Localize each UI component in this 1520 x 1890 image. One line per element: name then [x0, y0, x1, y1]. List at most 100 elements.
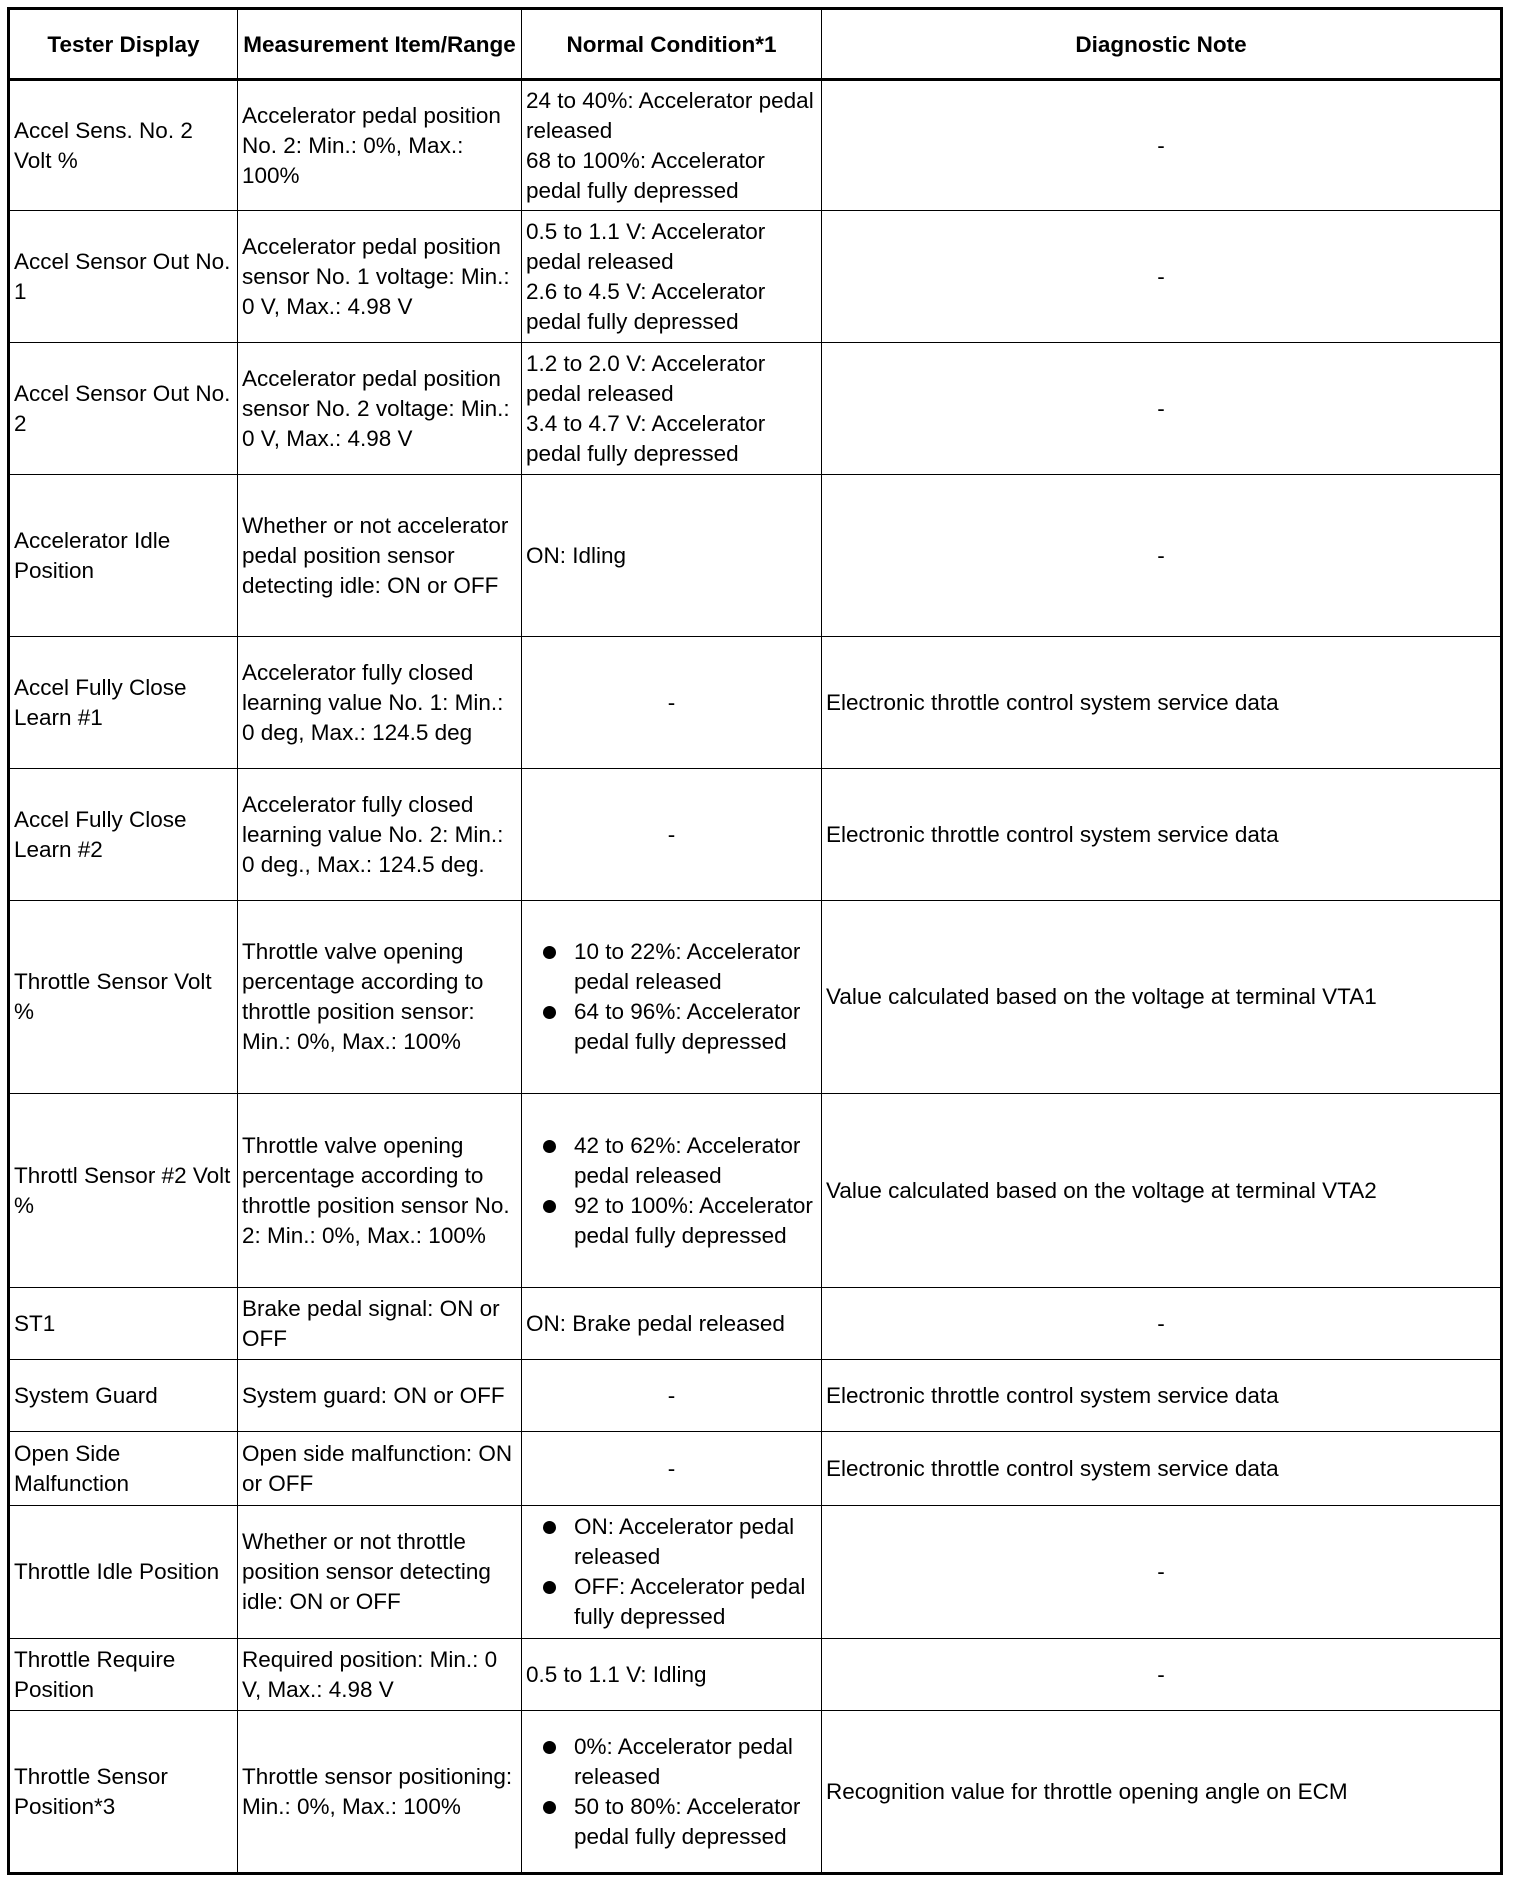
normal-condition-cell: 0.5 to 1.1 V: Accelerator pedal released… — [521, 210, 822, 343]
table-row: Throttle Require Position Required positi… — [8, 1638, 1502, 1711]
condition-line: - — [667, 1455, 676, 1481]
diagnostic-note-cell: Electronic throttle control system servi… — [821, 636, 1502, 769]
condition-line: 24 to 40%: Accelerator pedal released — [526, 87, 814, 143]
condition-list: 10 to 22%: Accelerator pedal released 64 … — [526, 937, 817, 1057]
measurement-cell: Accelerator pedal position sensor No. 2 … — [237, 342, 522, 475]
tester-display-cell: Open Side Malfunction — [8, 1431, 238, 1506]
table-row: Throttl Sensor #2 Volt % Throttle valve o… — [8, 1093, 1502, 1288]
table-row: Accel Sensor Out No. 1 Accelerator pedal … — [8, 210, 1502, 343]
normal-condition-cell: - — [521, 1431, 822, 1506]
normal-condition-cell: ON: Brake pedal released — [521, 1287, 822, 1360]
header-measurement: Measurement Item/Range — [237, 8, 522, 81]
table-row: Accel Fully Close Learn #2 Accelerator fu… — [8, 768, 1502, 901]
measurement-cell: Throttle valve opening percentage accord… — [237, 900, 522, 1094]
header-row: Tester Display Measurement Item/Range No… — [8, 8, 1502, 81]
measurement-cell: Throttle sensor positioning: Min.: 0%, M… — [237, 1710, 522, 1874]
condition-line: ON: Brake pedal released — [526, 1310, 785, 1336]
tester-display-cell: Accel Sensor Out No. 1 — [8, 210, 238, 343]
normal-condition-cell: 0.5 to 1.1 V: Idling — [521, 1638, 822, 1711]
measurement-cell: Accelerator fully closed learning value … — [237, 768, 522, 901]
tester-display-cell: Throttle Sensor Volt % — [8, 900, 238, 1094]
condition-line: - — [667, 821, 676, 847]
normal-condition-cell: - — [521, 768, 822, 901]
tester-display-cell: Throttle Idle Position — [8, 1505, 238, 1639]
measurement-cell: Whether or not throttle position sensor … — [237, 1505, 522, 1639]
diagnostic-note-cell: Value calculated based on the voltage at… — [821, 900, 1502, 1094]
tester-data-table: Tester Display Measurement Item/Range No… — [7, 7, 1503, 1875]
tester-display-cell: Accelerator Idle Position — [8, 474, 238, 637]
tester-display-cell: Throttl Sensor #2 Volt % — [8, 1093, 238, 1288]
normal-condition-cell: 1.2 to 2.0 V: Accelerator pedal released… — [521, 342, 822, 475]
measurement-cell: Accelerator pedal position No. 2: Min.: … — [237, 79, 522, 211]
normal-condition-cell: ON: Idling — [521, 474, 822, 637]
normal-condition-cell: 24 to 40%: Accelerator pedal released 68 … — [521, 79, 822, 211]
diagnostic-note-cell: Electronic throttle control system servi… — [821, 1359, 1502, 1432]
measurement-cell: Accelerator pedal position sensor No. 1 … — [237, 210, 522, 343]
condition-item: 50 to 80%: Accelerator pedal fully depre… — [543, 1792, 817, 1852]
diagnostic-note-cell: - — [821, 1287, 1502, 1360]
table-row: System Guard System guard: ON or OFF - Elec… — [8, 1359, 1502, 1432]
normal-condition-cell: 42 to 62%: Accelerator pedal released 92 … — [521, 1093, 822, 1288]
tester-display-cell: Throttle Require Position — [8, 1638, 238, 1711]
condition-item: ON: Accelerator pedal released — [543, 1512, 817, 1572]
measurement-cell: Throttle valve opening percentage accord… — [237, 1093, 522, 1288]
tester-display-cell: ST1 — [8, 1287, 238, 1360]
condition-item: 92 to 100%: Accelerator pedal fully depr… — [543, 1191, 817, 1251]
table-row: Accel Sensor Out No. 2 Accelerator pedal … — [8, 342, 1502, 475]
condition-item: 64 to 96%: Accelerator pedal fully depre… — [543, 997, 817, 1057]
condition-line: 68 to 100%: Accelerator pedal fully depr… — [526, 147, 765, 203]
condition-line: ON: Idling — [526, 542, 627, 568]
condition-list: 42 to 62%: Accelerator pedal released 92 … — [526, 1131, 817, 1251]
measurement-cell: System guard: ON or OFF — [237, 1359, 522, 1432]
measurement-cell: Brake pedal signal: ON or OFF — [237, 1287, 522, 1360]
condition-line: 1.2 to 2.0 V: Accelerator pedal released — [526, 350, 766, 406]
diagnostic-note-cell: - — [821, 79, 1502, 211]
header-normal-condition: Normal Condition*1 — [521, 8, 822, 81]
condition-line: - — [667, 1382, 676, 1408]
condition-item: 0%: Accelerator pedal released — [543, 1732, 817, 1792]
tester-display-cell: Accel Fully Close Learn #1 — [8, 636, 238, 769]
normal-condition-cell: ON: Accelerator pedal released OFF: Accel… — [521, 1505, 822, 1639]
measurement-cell: Accelerator fully closed learning value … — [237, 636, 522, 769]
condition-item: OFF: Accelerator pedal fully depressed — [543, 1572, 817, 1632]
condition-line: - — [667, 689, 676, 715]
header-tester-display: Tester Display — [8, 8, 238, 81]
condition-list: 0%: Accelerator pedal released 50 to 80%:… — [526, 1732, 817, 1852]
table-row: ST1 Brake pedal signal: ON or OFF ON: Brak… — [8, 1287, 1502, 1360]
table-row: Throttle Idle Position Whether or not thr… — [8, 1505, 1502, 1639]
diagnostic-note-cell: - — [821, 1638, 1502, 1711]
diagnostic-note-cell: Recognition value for throttle opening a… — [821, 1710, 1502, 1874]
condition-line: 0.5 to 1.1 V: Accelerator pedal released — [526, 218, 766, 274]
tester-display-cell: Accel Sensor Out No. 2 — [8, 342, 238, 475]
condition-list: ON: Accelerator pedal released OFF: Accel… — [526, 1512, 817, 1632]
normal-condition-cell: 10 to 22%: Accelerator pedal released 64 … — [521, 900, 822, 1094]
diagnostic-note-cell: Electronic throttle control system servi… — [821, 1431, 1502, 1506]
tester-display-cell: System Guard — [8, 1359, 238, 1432]
tester-display-cell: Accel Sens. No. 2 Volt % — [8, 79, 238, 211]
normal-condition-cell: - — [521, 1359, 822, 1432]
measurement-cell: Open side malfunction: ON or OFF — [237, 1431, 522, 1506]
tester-display-cell: Throttle Sensor Position*3 — [8, 1710, 238, 1874]
table-row: Throttle Sensor Volt % Throttle valve ope… — [8, 900, 1502, 1094]
condition-line: 2.6 to 4.5 V: Accelerator pedal fully de… — [526, 278, 766, 334]
tester-display-cell: Accel Fully Close Learn #2 — [8, 768, 238, 901]
table-row: Open Side Malfunction Open side malfuncti… — [8, 1431, 1502, 1506]
normal-condition-cell: - — [521, 636, 822, 769]
diagnostic-note-cell: - — [821, 342, 1502, 475]
measurement-cell: Whether or not accelerator pedal positio… — [237, 474, 522, 637]
measurement-cell: Required position: Min.: 0 V, Max.: 4.98… — [237, 1638, 522, 1711]
condition-item: 42 to 62%: Accelerator pedal released — [543, 1131, 817, 1191]
table-row: Accelerator Idle Position Whether or not … — [8, 474, 1502, 637]
normal-condition-cell: 0%: Accelerator pedal released 50 to 80%:… — [521, 1710, 822, 1874]
diagnostic-note-cell: - — [821, 474, 1502, 637]
table-row: Accel Sens. No. 2 Volt % Accelerator peda… — [8, 79, 1502, 211]
table-row: Throttle Sensor Position*3 Throttle senso… — [8, 1710, 1502, 1874]
diagnostic-note-cell: Electronic throttle control system servi… — [821, 768, 1502, 901]
diagnostic-note-cell: - — [821, 1505, 1502, 1639]
diagnostic-note-cell: Value calculated based on the voltage at… — [821, 1093, 1502, 1288]
condition-line: 3.4 to 4.7 V: Accelerator pedal fully de… — [526, 410, 766, 466]
table-row: Accel Fully Close Learn #1 Accelerator fu… — [8, 636, 1502, 769]
condition-item: 10 to 22%: Accelerator pedal released — [543, 937, 817, 997]
diagnostic-note-cell: - — [821, 210, 1502, 343]
header-diagnostic-note: Diagnostic Note — [821, 8, 1502, 81]
